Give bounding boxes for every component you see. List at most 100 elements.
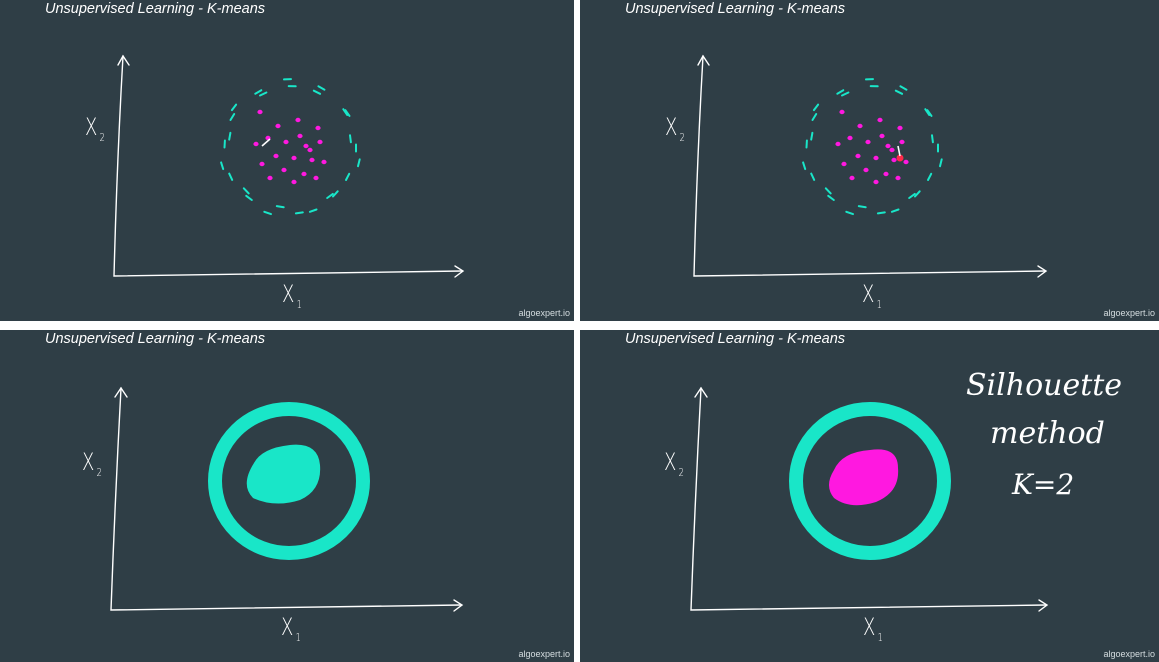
outer-ring-point: [824, 187, 832, 195]
outer-ring-point: [228, 172, 234, 181]
inner-cluster-point: [315, 125, 321, 131]
slide-title: Unsupervised Learning - K-means: [625, 1, 846, 17]
outer-ring-point: [927, 172, 933, 181]
outer-ring-point: [857, 205, 867, 209]
annotation-line-2: method: [990, 416, 1105, 451]
outer-ring-point: [245, 194, 253, 201]
inner-cluster-point: [267, 175, 273, 181]
axes: [693, 54, 1048, 278]
plot-area: [693, 54, 1048, 278]
outer-ring-point: [344, 109, 351, 117]
outer-ring-point: [326, 192, 334, 199]
watermark: algoexpert.io: [1103, 308, 1155, 318]
outer-ring-point: [349, 134, 352, 144]
inner-cluster-point: [253, 141, 259, 147]
outer-ring-points: [220, 78, 361, 216]
inner-cluster-point: [877, 117, 883, 123]
inner-cluster-point: [283, 139, 289, 145]
outer-ring-point: [836, 89, 845, 95]
outer-ring-point: [317, 85, 326, 91]
inner-cluster-point: [903, 159, 909, 165]
outer-ring-point: [263, 210, 272, 216]
inner-cluster-point: [281, 167, 287, 173]
inner-cluster-point: [895, 175, 901, 181]
inner-cluster-point: [841, 161, 847, 167]
annotation-line-1: Silhouette: [966, 368, 1123, 403]
outer-ring-point: [899, 85, 908, 91]
plot-area: [690, 386, 1049, 612]
watermark: algoexpert.io: [1103, 649, 1155, 659]
slide-title: Unsupervised Learning - K-means: [625, 331, 846, 347]
inner-cluster-point: [873, 155, 879, 161]
inner-cluster-point: [857, 123, 863, 129]
inner-cluster-point: [865, 139, 871, 145]
inner-cluster-point: [295, 117, 301, 123]
outer-cluster-ring: [789, 402, 951, 560]
outer-ring-point: [220, 161, 225, 171]
inner-cluster-point: [309, 157, 315, 163]
outer-ring-point: [827, 194, 835, 201]
inner-cluster-points: [835, 109, 909, 185]
outer-ring-point: [228, 131, 232, 141]
inner-cluster-point: [835, 141, 841, 147]
inner-cluster-point: [849, 175, 855, 181]
inner-cluster-point: [879, 133, 885, 139]
slide-title: Unsupervised Learning - K-means: [45, 1, 266, 17]
centroid-marker: [261, 138, 271, 147]
outer-ring-point: [810, 131, 814, 141]
inner-cluster-point: [291, 155, 297, 161]
outer-ring-point: [908, 192, 916, 199]
inner-cluster-point: [321, 159, 327, 165]
inner-cluster-point: [889, 147, 895, 153]
outer-ring-point: [914, 190, 921, 198]
inner-cluster-point: [863, 167, 869, 173]
inner-cluster-point: [297, 133, 303, 139]
outer-ring-point: [894, 89, 904, 95]
centroid-marker-line: [897, 145, 901, 157]
outer-ring-point: [876, 211, 886, 215]
outer-ring-point: [275, 205, 285, 209]
outer-ring-point: [345, 172, 351, 181]
outer-ring-point: [229, 113, 236, 121]
inner-cluster-point: [273, 153, 279, 159]
inner-cluster-point: [847, 135, 853, 141]
outer-ring-point: [890, 208, 900, 213]
inner-cluster-blob: [829, 449, 899, 506]
inner-cluster-point: [883, 171, 889, 177]
outer-ring-points: [802, 78, 943, 216]
inner-cluster-point: [275, 123, 281, 129]
inner-cluster-point: [313, 175, 319, 181]
outer-cluster-ring: [208, 402, 370, 560]
outer-ring-point: [308, 208, 318, 213]
inner-cluster-point: [257, 109, 263, 115]
plot-area: [113, 54, 465, 278]
outer-ring-point: [810, 172, 816, 181]
outer-ring-point: [357, 158, 361, 168]
outer-ring-point: [242, 187, 250, 195]
inner-cluster-blob: [246, 444, 321, 504]
outer-ring-point: [294, 211, 304, 215]
inner-cluster-point: [885, 143, 891, 149]
centroid-marker: [896, 154, 904, 162]
outer-ring-point: [802, 161, 807, 171]
outer-ring-point: [841, 91, 850, 97]
axes: [690, 386, 1049, 612]
inner-cluster-point: [855, 153, 861, 159]
inner-cluster-point: [307, 147, 313, 153]
outer-ring-point: [230, 103, 238, 112]
outer-ring-point: [342, 108, 349, 116]
outer-ring-point: [926, 109, 933, 117]
inner-cluster-point: [891, 157, 897, 163]
